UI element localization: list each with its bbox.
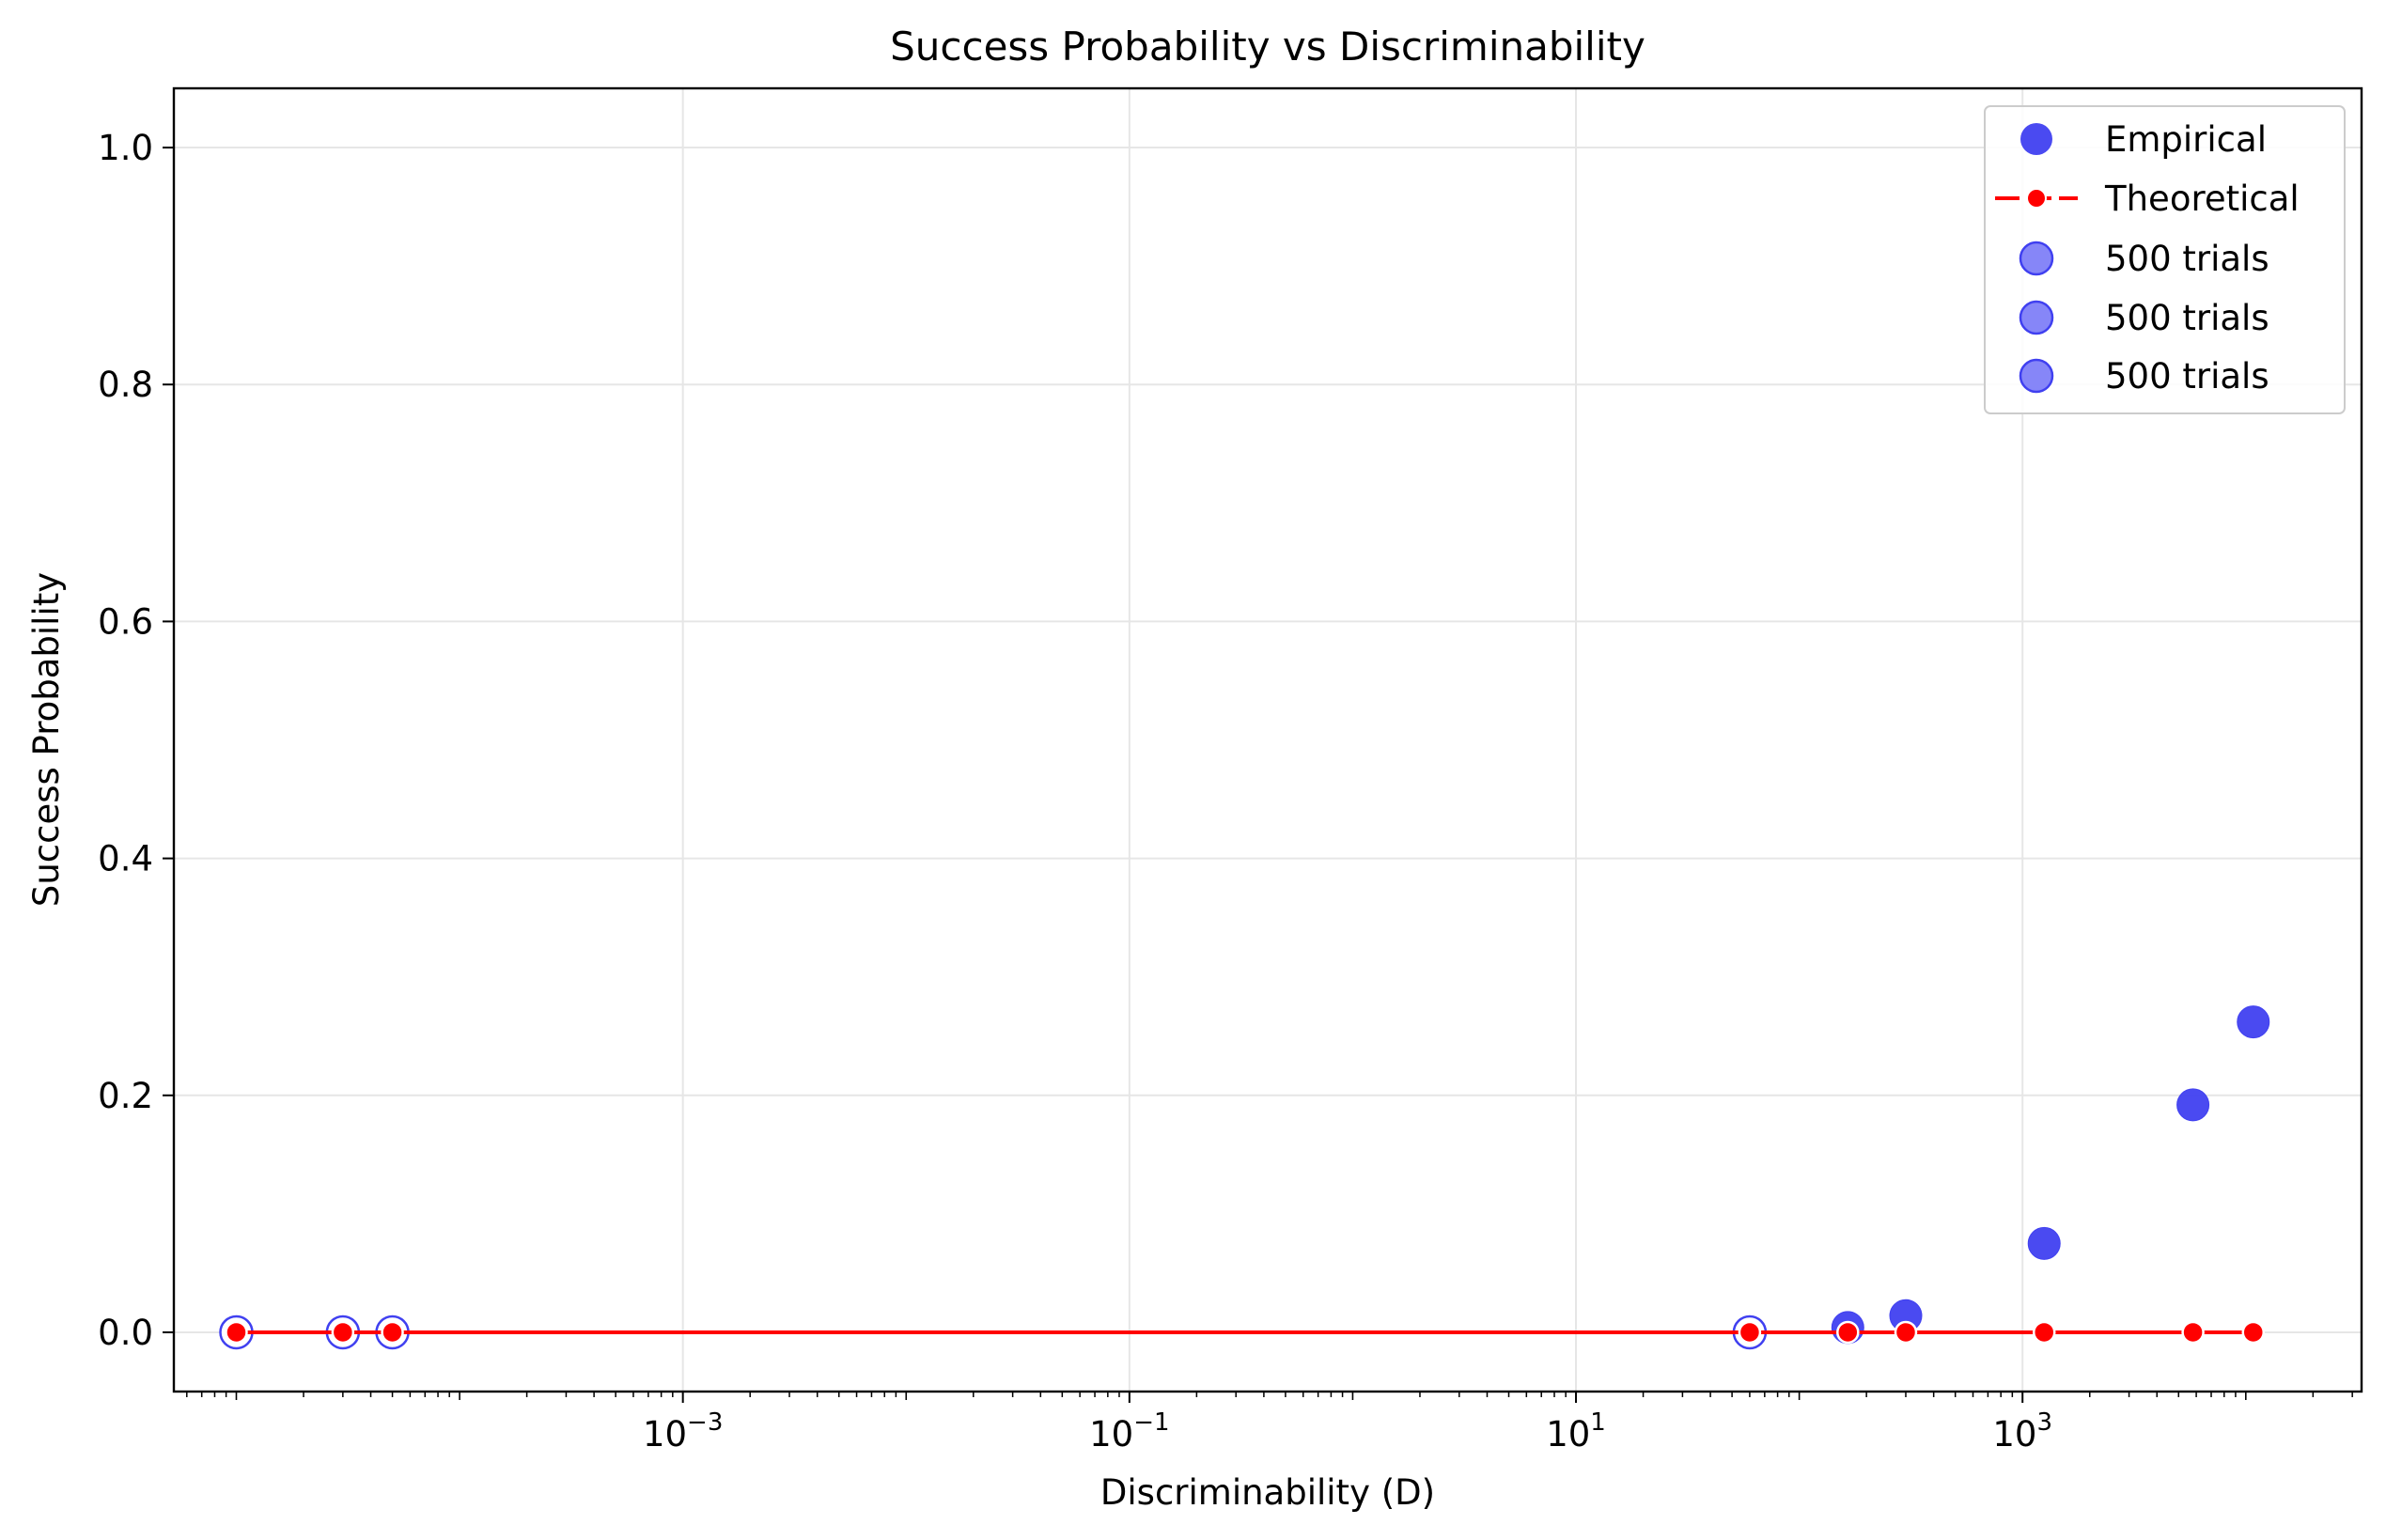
empirical-point bbox=[2176, 1088, 2210, 1122]
y-tick-label: 0.8 bbox=[98, 365, 153, 405]
legend-marker-trials bbox=[2019, 241, 2054, 276]
legend-marker-theoretical-dot bbox=[2026, 188, 2047, 209]
y-tick-label: 0.6 bbox=[98, 601, 153, 642]
theoretical-point bbox=[1738, 1320, 1762, 1345]
theoretical-point bbox=[2032, 1320, 2056, 1345]
legend-label: 500 trials bbox=[2105, 356, 2269, 397]
legend: Empirical Theoretical 500 trials 500 trials… bbox=[1984, 105, 2346, 414]
legend-label: 500 trials bbox=[2105, 298, 2269, 338]
theoretical-point bbox=[381, 1320, 404, 1345]
axes: 10−3 10−1 101 103 0.0 0.2 0.4 0.6 0.8 1.0 bbox=[98, 128, 2353, 1454]
x-tick-label: 103 bbox=[1992, 1408, 2052, 1454]
empirical-point bbox=[2237, 1005, 2270, 1039]
legend-box bbox=[1984, 105, 2346, 414]
theoretical-point bbox=[1894, 1320, 1918, 1345]
theoretical-point bbox=[2181, 1320, 2205, 1345]
theoretical-point bbox=[225, 1320, 248, 1345]
x-tick-label: 101 bbox=[1546, 1408, 1606, 1454]
y-tick-label: 0.4 bbox=[98, 839, 153, 879]
legend-label: 500 trials bbox=[2105, 239, 2269, 279]
plot-content bbox=[219, 1005, 2270, 1350]
legend-marker-trials bbox=[2019, 358, 2054, 394]
theoretical-point bbox=[331, 1320, 355, 1345]
y-axis-label: Success Probability bbox=[26, 572, 67, 907]
legend-label: Theoretical bbox=[2104, 179, 2300, 219]
y-tick-label: 1.0 bbox=[98, 128, 153, 168]
x-tick-label: 10−1 bbox=[1089, 1408, 1169, 1454]
empirical-point bbox=[2027, 1226, 2061, 1260]
legend-label: Empirical bbox=[2105, 119, 2267, 160]
y-tick-label: 0.0 bbox=[98, 1313, 153, 1353]
theoretical-point bbox=[2241, 1320, 2265, 1345]
legend-marker-empirical bbox=[2020, 123, 2052, 155]
plot-frame bbox=[172, 86, 2363, 1393]
legend-marker-trials bbox=[2019, 300, 2054, 335]
x-tick-label: 10−3 bbox=[643, 1408, 723, 1454]
theoretical-point bbox=[1836, 1320, 1860, 1345]
x-axis-label: Discriminability (D) bbox=[1100, 1472, 1435, 1513]
y-tick-label: 0.2 bbox=[98, 1076, 153, 1116]
chart-title: Success Probability vs Discriminability bbox=[890, 23, 1645, 70]
